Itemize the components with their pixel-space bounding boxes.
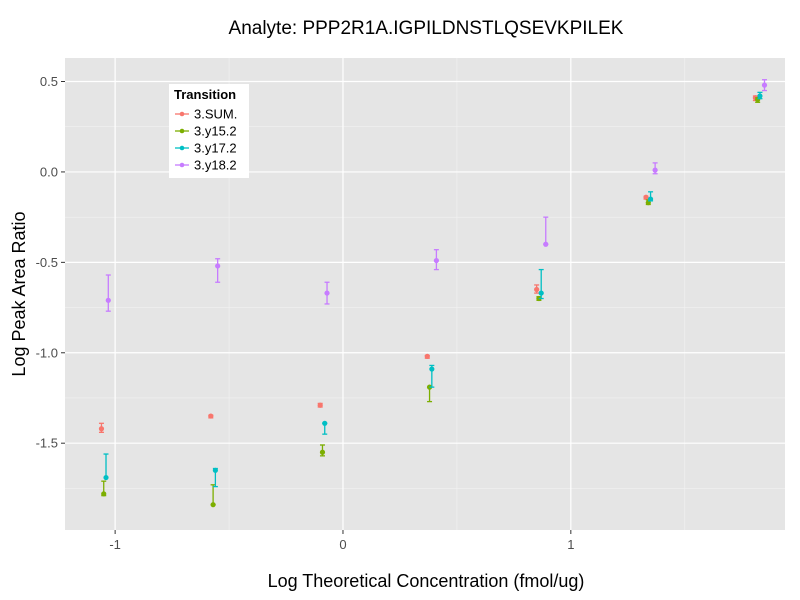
y-tick-label: 0.5	[40, 74, 58, 89]
grid-major	[65, 58, 785, 530]
y-tick-label: 0.0	[40, 164, 58, 179]
data-point	[98, 426, 105, 432]
data-point	[643, 194, 649, 200]
legend-items: 3.SUM. 3.y15.2 3.y17.2 3.y18.2	[175, 107, 237, 173]
x-axis-ticks: -1 0 1	[109, 530, 574, 552]
data-point	[322, 420, 328, 426]
series-3.SUM.	[98, 95, 758, 433]
legend-label: 3.y15.2	[194, 124, 237, 139]
x-tick-label: -1	[109, 537, 121, 552]
data-point	[433, 257, 439, 264]
data-point	[317, 402, 323, 408]
legend-key-point	[179, 128, 185, 134]
legend-key-point	[179, 145, 185, 151]
data-point	[210, 502, 216, 508]
legend-key-point	[179, 162, 185, 168]
y-tick-label: -1.5	[36, 436, 58, 451]
data-point	[647, 196, 654, 202]
legend-label: 3.y18.2	[194, 158, 237, 173]
data-point	[101, 491, 107, 497]
data-point	[319, 449, 326, 455]
y-tick-label: -0.5	[36, 255, 58, 270]
data-point	[652, 167, 658, 173]
data-point	[538, 290, 544, 296]
x-tick-label: 1	[567, 537, 574, 552]
x-tick-label: 0	[339, 537, 346, 552]
data-point	[543, 241, 549, 247]
legend-label: 3.y17.2	[194, 141, 237, 156]
data-point	[761, 82, 768, 88]
data-point	[105, 297, 111, 303]
data-point	[757, 93, 763, 99]
data-point	[103, 474, 109, 481]
series-3.y17.2	[103, 91, 763, 488]
x-axis-title: Log Theoretical Concentration (fmol/ug)	[268, 571, 585, 591]
legend: Transition 3.SUM. 3.y15.2 3.y17.2 3.y18.2	[169, 84, 249, 178]
series-3.y18.2	[105, 79, 768, 312]
data-point	[429, 366, 435, 372]
legend-key-point	[179, 111, 185, 117]
chart-title: Analyte: PPP2R1A.IGPILDNSTLQSEVKPILEK	[229, 18, 624, 39]
y-axis-title: Log Peak Area Ratio	[9, 211, 29, 376]
data-point	[534, 286, 540, 293]
data-point	[212, 467, 218, 473]
data-point	[215, 263, 221, 269]
legend-label: 3.SUM.	[194, 107, 237, 122]
legend-title: Transition	[174, 87, 236, 102]
y-tick-label: -1.0	[36, 345, 58, 360]
data-point	[208, 413, 214, 419]
y-axis-ticks: -1.5 -1.0 -0.5 0.0 0.5	[36, 74, 65, 451]
data-point	[324, 290, 330, 296]
data-marks	[98, 79, 768, 508]
data-point	[424, 353, 430, 359]
